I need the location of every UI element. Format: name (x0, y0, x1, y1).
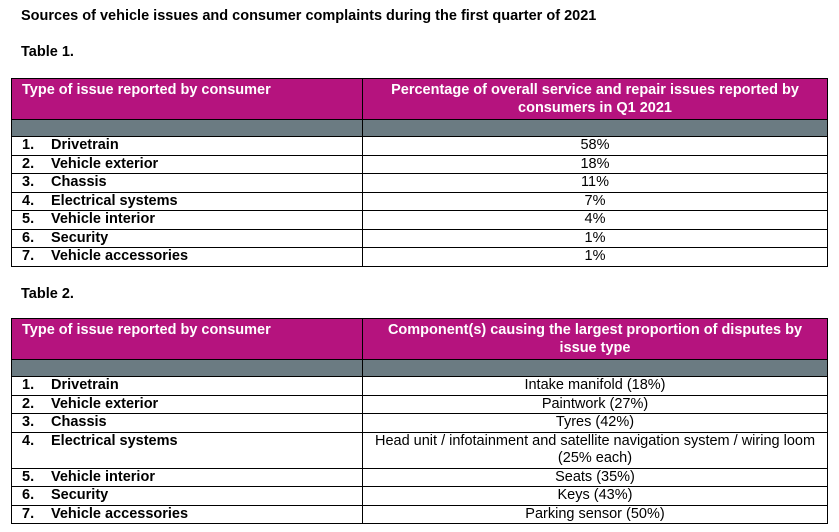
table-row: 4. Electrical systems Head unit / infotain… (11, 431, 828, 469)
table1-header-type: Type of issue reported by consumer (11, 78, 363, 120)
issue-type-cell: 1. Drivetrain (11, 136, 363, 156)
table-row: 6. Security 1% (11, 228, 828, 248)
value-cell: Keys (43%) (362, 486, 828, 506)
value-cell: 11% (362, 173, 828, 193)
table-row: 5. Vehicle interior 4% (11, 210, 828, 230)
value-cell: 18% (362, 154, 828, 174)
table1-label: Table 1. (21, 44, 74, 60)
issue-type-label: Security (51, 487, 109, 503)
table1-header-percentage: Percentage of overall service and repair… (362, 78, 828, 120)
issue-type-cell: 2. Vehicle exterior (11, 154, 363, 174)
table-row: 5. Vehicle interior Seats (35%) (11, 467, 828, 487)
issue-type-label: Vehicle accessories (51, 248, 189, 264)
table-row: 3. Chassis 11% (11, 173, 828, 193)
row-number: 6. (22, 229, 35, 246)
issue-type-label: Chassis (51, 414, 107, 430)
issue-type-cell: 5. Vehicle interior (11, 210, 363, 230)
table-row: 6. Security Keys (43%) (11, 486, 828, 506)
row-number: 5. (22, 468, 35, 485)
table-row: 7. Vehicle accessories Parking sensor (50%… (11, 504, 828, 524)
row-number: 5. (22, 211, 35, 227)
row-number: 7. (22, 505, 35, 522)
table2-header-component: Component(s) causing the largest proport… (362, 318, 828, 360)
issue-type-label: Security (51, 229, 109, 246)
issue-type-label: Vehicle interior (51, 211, 155, 227)
issue-type-cell: 3. Chassis (11, 173, 363, 193)
value-cell: Paintwork (27%) (362, 394, 828, 414)
value-cell: Seats (35%) (362, 467, 828, 487)
table-row: 1. Drivetrain 58% (11, 136, 828, 156)
row-number: 2. (22, 155, 35, 172)
table2-header-row: Type of issue reported by consumer Compo… (11, 318, 828, 360)
table2-header-type: Type of issue reported by consumer (11, 318, 363, 360)
row-number: 7. (22, 248, 35, 264)
value-cell: 1% (362, 247, 828, 267)
row-number: 1. (22, 377, 35, 393)
issue-type-label: Electrical systems (51, 192, 178, 209)
value-cell: Head unit / infotainment and satellite n… (362, 431, 828, 469)
table-row: 1. Drivetrain Intake manifold (18%) (11, 376, 828, 396)
value-cell: 1% (362, 228, 828, 248)
issue-type-cell: 7. Vehicle accessories (11, 247, 363, 267)
table-row: 2. Vehicle exterior 18% (11, 154, 828, 174)
document-title: Sources of vehicle issues and consumer c… (21, 8, 597, 24)
issue-type-cell: 2. Vehicle exterior (11, 394, 363, 414)
row-number: 2. (22, 395, 35, 412)
table2-spacer-row (11, 359, 828, 377)
row-number: 4. (22, 192, 35, 209)
table-row: 4. Electrical systems 7% (11, 191, 828, 211)
issue-type-label: Vehicle exterior (51, 155, 159, 172)
row-number: 1. (22, 137, 35, 153)
issue-type-label: Drivetrain (51, 137, 119, 153)
issue-type-label: Chassis (51, 174, 107, 190)
table2-label: Table 2. (21, 286, 74, 302)
row-number: 4. (22, 432, 35, 449)
table-row: 3. Chassis Tyres (42%) (11, 413, 828, 433)
value-cell: Intake manifold (18%) (362, 376, 828, 396)
issue-type-label: Electrical systems (51, 432, 178, 449)
issue-type-cell: 1. Drivetrain (11, 376, 363, 396)
table-row: 2. Vehicle exterior Paintwork (27%) (11, 394, 828, 414)
table1-issue-percentages: Type of issue reported by consumer Perce… (11, 78, 828, 267)
issue-type-cell: 6. Security (11, 486, 363, 506)
table1-spacer-row (11, 119, 828, 137)
issue-type-label: Drivetrain (51, 377, 119, 393)
row-number: 6. (22, 487, 35, 503)
issue-type-label: Vehicle exterior (51, 395, 159, 412)
table-row: 7. Vehicle accessories 1% (11, 247, 828, 267)
table1-header-row: Type of issue reported by consumer Perce… (11, 78, 828, 120)
value-cell: 58% (362, 136, 828, 156)
issue-type-label: Vehicle accessories (51, 505, 189, 522)
table2-dispute-components: Type of issue reported by consumer Compo… (11, 318, 828, 524)
issue-type-cell: 7. Vehicle accessories (11, 504, 363, 524)
row-number: 3. (22, 414, 35, 430)
issue-type-cell: 6. Security (11, 228, 363, 248)
issue-type-cell: 3. Chassis (11, 413, 363, 433)
issue-type-cell: 4. Electrical systems (11, 191, 363, 211)
issue-type-cell: 4. Electrical systems (11, 431, 363, 469)
row-number: 3. (22, 174, 35, 190)
value-cell: 7% (362, 191, 828, 211)
value-cell: Tyres (42%) (362, 413, 828, 433)
value-cell: Parking sensor (50%) (362, 504, 828, 524)
value-cell: 4% (362, 210, 828, 230)
issue-type-label: Vehicle interior (51, 468, 155, 485)
issue-type-cell: 5. Vehicle interior (11, 467, 363, 487)
